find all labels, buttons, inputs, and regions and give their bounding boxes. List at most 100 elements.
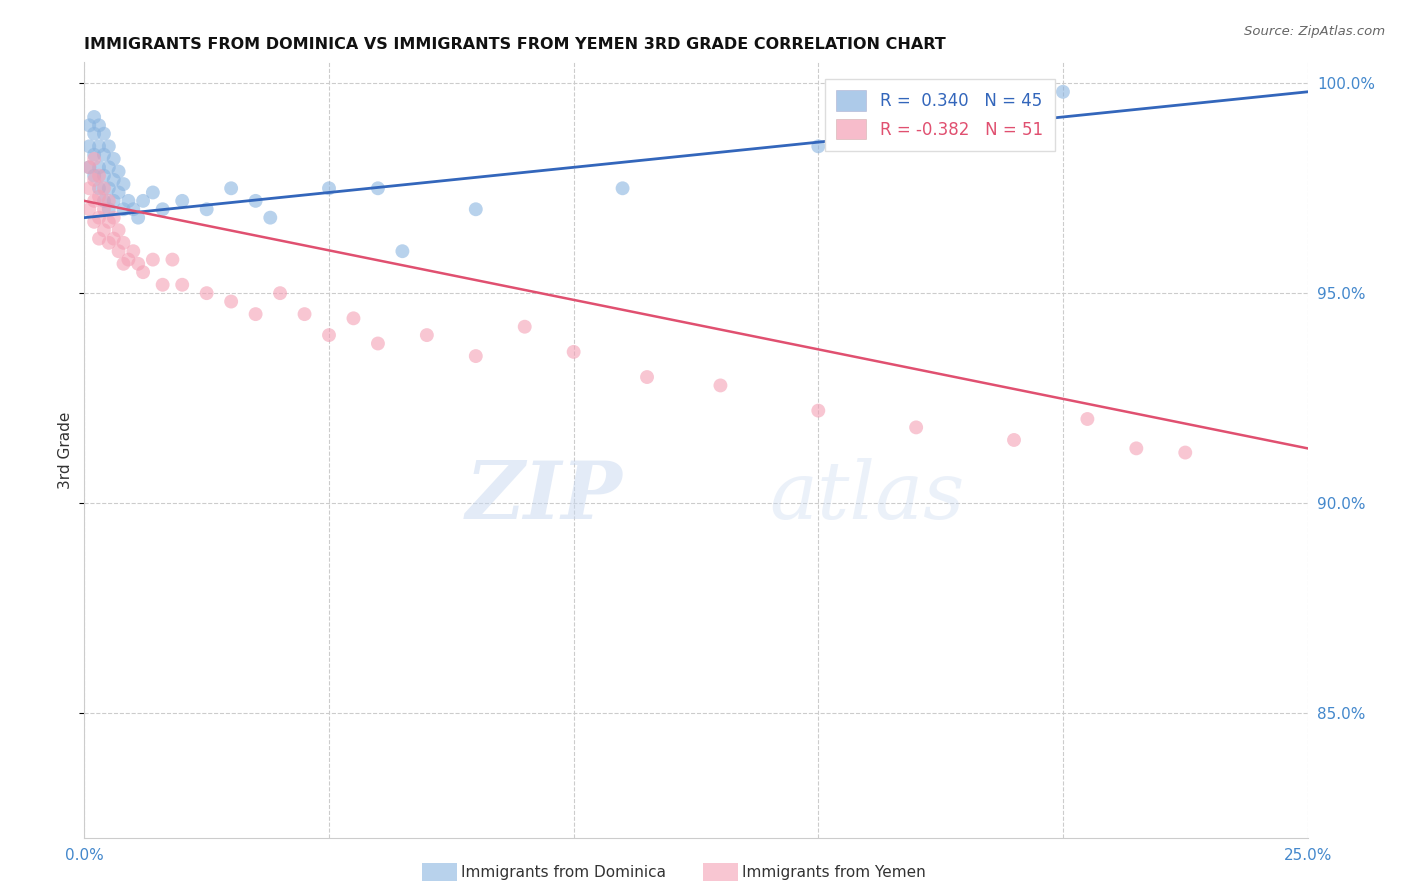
- Point: [953, 119, 976, 133]
- Text: IMMIGRANTS FROM DOMINICA VS IMMIGRANTS FROM YEMEN 3RD GRADE CORRELATION CHART: IMMIGRANTS FROM DOMINICA VS IMMIGRANTS F…: [84, 37, 946, 52]
- Point: [83, 173, 105, 187]
- Point: [97, 235, 120, 250]
- Point: [245, 194, 267, 208]
- Point: [464, 202, 486, 217]
- Legend: R =  0.340   N = 45, R = -0.382   N = 51: R = 0.340 N = 45, R = -0.382 N = 51: [825, 78, 1054, 151]
- Point: [464, 349, 486, 363]
- Point: [103, 232, 125, 246]
- Point: [513, 319, 536, 334]
- Point: [103, 211, 125, 225]
- Point: [1052, 85, 1074, 99]
- Point: [97, 215, 120, 229]
- Point: [342, 311, 364, 326]
- Point: [612, 181, 634, 195]
- Point: [416, 328, 439, 343]
- Point: [107, 186, 129, 200]
- Point: [142, 186, 165, 200]
- Point: [152, 277, 174, 292]
- Point: [219, 181, 242, 195]
- Point: [87, 169, 110, 183]
- Point: [709, 378, 731, 392]
- Point: [77, 181, 100, 195]
- Point: [122, 202, 145, 217]
- Point: [83, 215, 105, 229]
- Point: [93, 223, 115, 237]
- Text: Immigrants from Dominica: Immigrants from Dominica: [461, 865, 666, 880]
- Point: [87, 211, 110, 225]
- Point: [367, 336, 389, 351]
- Point: [117, 194, 139, 208]
- Point: [93, 127, 115, 141]
- Point: [87, 161, 110, 175]
- Point: [152, 202, 174, 217]
- Point: [391, 244, 413, 259]
- Point: [905, 420, 928, 434]
- Point: [112, 177, 135, 191]
- Point: [93, 147, 115, 161]
- Point: [93, 202, 115, 217]
- Point: [77, 161, 100, 175]
- Point: [172, 194, 194, 208]
- Point: [103, 152, 125, 166]
- Point: [112, 257, 135, 271]
- Point: [87, 189, 110, 203]
- Point: [219, 294, 242, 309]
- Point: [162, 252, 184, 267]
- Point: [107, 223, 129, 237]
- Point: [77, 161, 100, 175]
- Point: [83, 169, 105, 183]
- Text: ZIP: ZIP: [465, 458, 623, 536]
- Point: [83, 127, 105, 141]
- Point: [294, 307, 316, 321]
- Point: [132, 194, 155, 208]
- Point: [636, 370, 658, 384]
- Point: [87, 139, 110, 153]
- Point: [259, 211, 281, 225]
- Point: [1076, 412, 1098, 426]
- Point: [83, 110, 105, 124]
- Point: [117, 252, 139, 267]
- Point: [93, 194, 115, 208]
- Point: [77, 139, 100, 153]
- Point: [93, 169, 115, 183]
- Point: [127, 257, 149, 271]
- Point: [172, 277, 194, 292]
- Point: [807, 139, 830, 153]
- Text: Source: ZipAtlas.com: Source: ZipAtlas.com: [1244, 25, 1385, 38]
- Point: [107, 164, 129, 178]
- Point: [83, 152, 105, 166]
- Point: [77, 202, 100, 217]
- Point: [807, 403, 830, 417]
- Point: [87, 119, 110, 133]
- Point: [318, 181, 340, 195]
- Point: [97, 202, 120, 217]
- Point: [1002, 433, 1025, 447]
- Text: Immigrants from Yemen: Immigrants from Yemen: [742, 865, 927, 880]
- Point: [562, 344, 585, 359]
- Point: [83, 147, 105, 161]
- Point: [1174, 445, 1197, 459]
- Point: [103, 173, 125, 187]
- Point: [195, 202, 218, 217]
- Point: [195, 286, 218, 301]
- Point: [367, 181, 389, 195]
- Point: [142, 252, 165, 267]
- Point: [97, 194, 120, 208]
- Y-axis label: 3rd Grade: 3rd Grade: [58, 412, 73, 489]
- Point: [112, 202, 135, 217]
- Point: [77, 119, 100, 133]
- Point: [107, 244, 129, 259]
- Point: [132, 265, 155, 279]
- Point: [269, 286, 291, 301]
- Point: [103, 194, 125, 208]
- Point: [97, 161, 120, 175]
- Point: [318, 328, 340, 343]
- Point: [127, 211, 149, 225]
- Point: [93, 181, 115, 195]
- Point: [112, 235, 135, 250]
- Point: [87, 232, 110, 246]
- Text: atlas: atlas: [769, 458, 965, 536]
- Point: [83, 194, 105, 208]
- Point: [97, 139, 120, 153]
- Point: [245, 307, 267, 321]
